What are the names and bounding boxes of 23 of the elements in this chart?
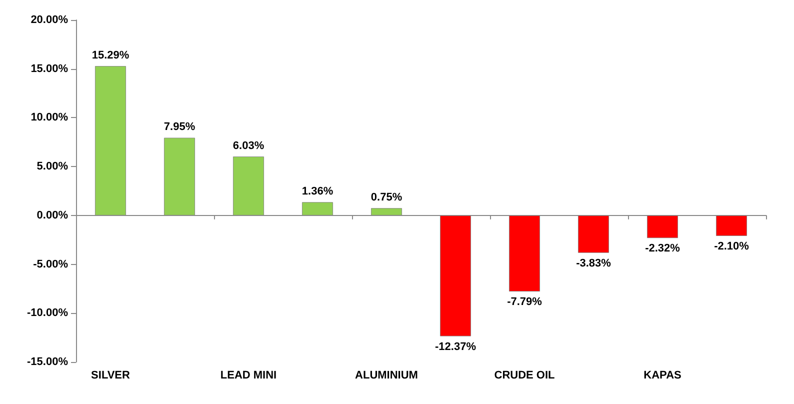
y-tick-label: -10.00%	[27, 307, 68, 320]
data-label: 0.75%	[370, 192, 402, 204]
y-tick-label: -5.00%	[33, 258, 68, 270]
y-tick-label: 10.00%	[30, 112, 68, 124]
data-label: -12.37%	[435, 340, 476, 353]
data-label: 15.29%	[92, 50, 130, 62]
data-label: 7.95%	[164, 121, 196, 134]
data-label: 6.03%	[232, 140, 264, 152]
x-tick-label: LEAD MINI	[220, 370, 277, 382]
data-label: -2.32%	[645, 242, 680, 255]
x-tick-label: CRUDE OIL	[494, 370, 556, 382]
data-label: -7.79%	[507, 296, 542, 308]
y-tick-label: 15.00%	[30, 62, 68, 75]
y-tick-label: 0.00%	[36, 209, 68, 222]
x-tick-label: KAPAS	[644, 370, 682, 382]
x-tick-label: ALUMINIUM	[355, 370, 418, 382]
data-label: 1.36%	[302, 186, 334, 198]
y-tick-label: 5.00%	[36, 160, 68, 173]
y-tick-label: -15.00%	[27, 356, 68, 368]
data-label: -2.10%	[714, 240, 750, 252]
data-label: -3.83%	[576, 257, 612, 270]
y-tick-label: 20.00%	[30, 14, 68, 26]
x-tick-label: SILVER	[91, 370, 130, 382]
